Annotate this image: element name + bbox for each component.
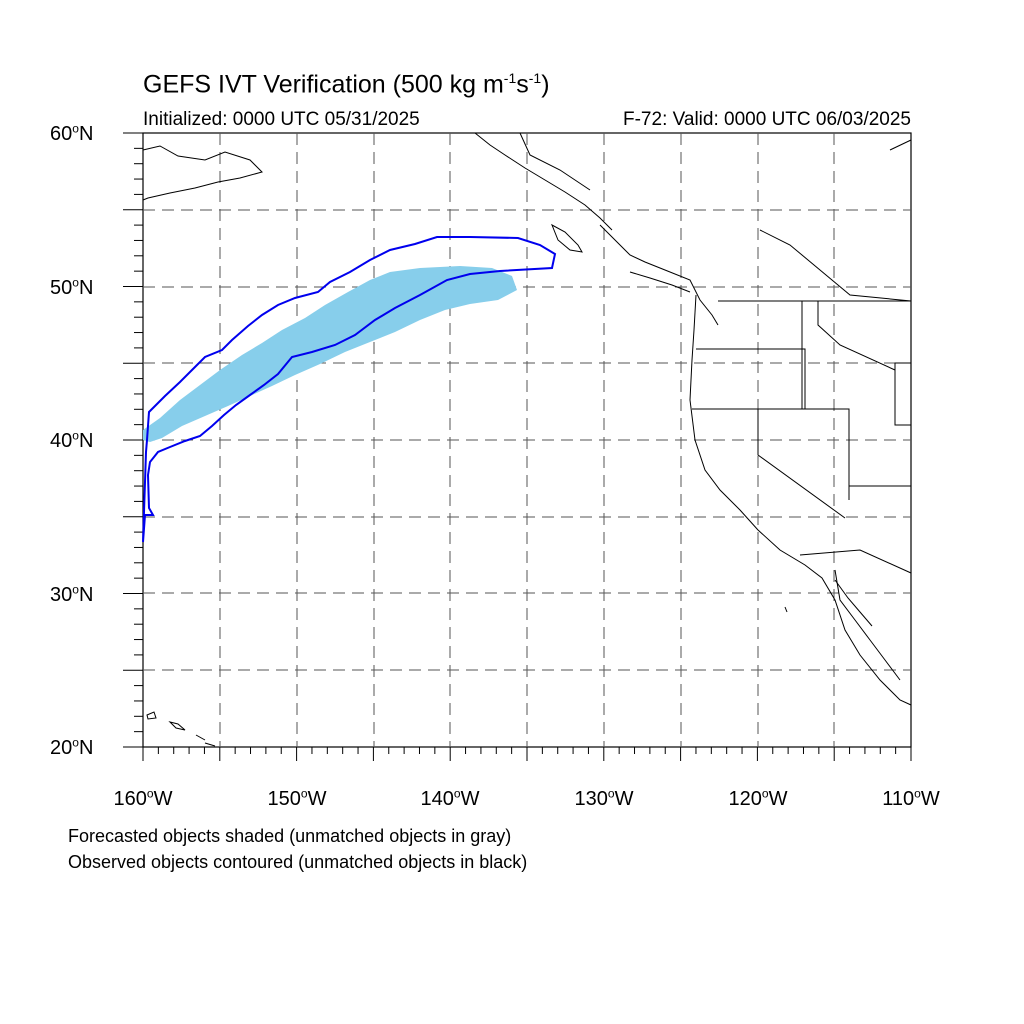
lon-label-160-text: 160oW	[113, 786, 173, 810]
grid-lines	[143, 133, 911, 747]
lat-label-60-text: 60oN	[50, 121, 94, 145]
title-end: )	[541, 70, 550, 99]
coastlines	[142, 132, 912, 747]
axis-ticks	[123, 132, 912, 761]
lon-label-150: 150oW	[242, 786, 352, 811]
lat-label-30: 30oN	[50, 582, 110, 607]
lat-label-50-text: 50oN	[50, 275, 94, 299]
lat-label-50: 50oN	[50, 275, 110, 300]
lon-label-140: 140oW	[395, 786, 505, 811]
lat-label-20-text: 20oN	[50, 735, 94, 759]
footnote-observed: Observed objects contoured (unmatched ob…	[68, 852, 528, 872]
lon-label-110: 110oW	[856, 786, 966, 811]
title-exp1: -1	[503, 70, 517, 86]
lat-label-20: 20oN	[50, 735, 110, 760]
observed-object-contour	[142, 236, 557, 543]
title-exp2: -1	[528, 70, 542, 86]
init-time-label: Initialized: 0000 UTC 05/31/2025	[143, 109, 420, 130]
lon-label-110-text: 110oW	[882, 786, 940, 810]
lon-label-150-text: 150oW	[267, 786, 327, 810]
forecast-object-shaded	[143, 266, 517, 442]
lon-label-160: 160oW	[88, 786, 198, 811]
map-title: GEFS IVT Verification (500 kg m-1s-1)	[143, 70, 550, 99]
lon-label-130-text: 130oW	[574, 786, 634, 810]
lon-label-120-text: 120oW	[728, 786, 788, 810]
lon-label-130: 130oW	[549, 786, 659, 811]
title-mid: s	[516, 70, 529, 99]
lon-label-140-text: 140oW	[420, 786, 480, 810]
lat-label-40: 40oN	[50, 428, 110, 453]
footnote-forecast: Forecasted objects shaded (unmatched obj…	[68, 826, 512, 846]
lat-label-30-text: 30oN	[50, 582, 94, 606]
lat-label-40-text: 40oN	[50, 428, 94, 452]
lon-label-120: 120oW	[703, 786, 813, 811]
lat-label-60: 60oN	[50, 121, 110, 146]
title-main: GEFS IVT Verification (500 kg m	[143, 70, 504, 99]
valid-time-label: F-72: Valid: 0000 UTC 06/03/2025	[623, 109, 911, 130]
